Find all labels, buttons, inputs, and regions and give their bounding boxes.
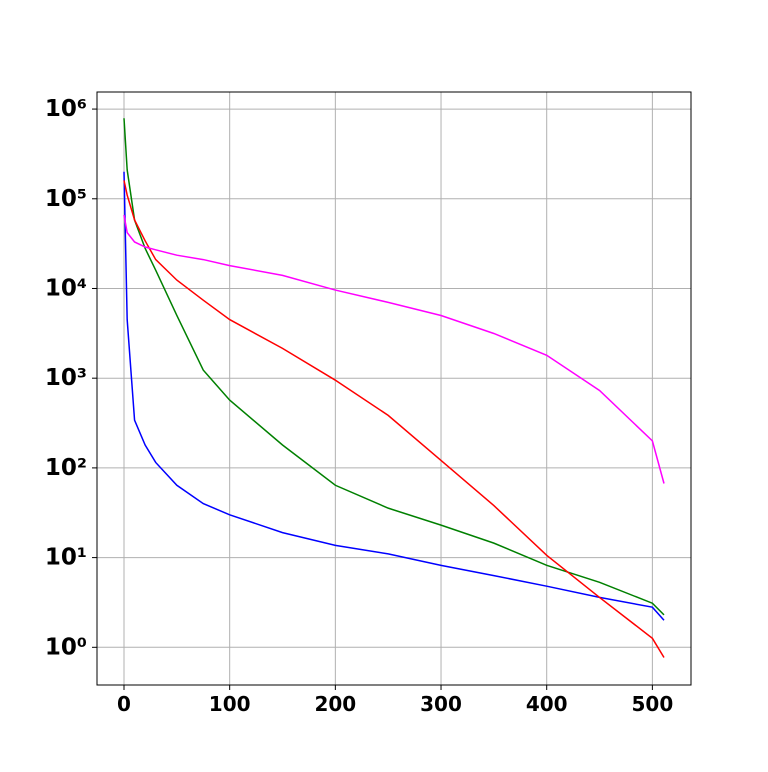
y-tick-label: 10³ <box>45 365 87 391</box>
y-tick-label: 10¹ <box>45 545 87 571</box>
y-tick-label: 10⁶ <box>45 96 87 122</box>
x-tick-label: 100 <box>209 692 251 716</box>
x-tick-label: 300 <box>420 692 462 716</box>
line-series <box>123 118 665 616</box>
y-tick-label: 10² <box>45 455 87 481</box>
x-tick-label: 0 <box>117 692 131 716</box>
line-series <box>123 180 665 658</box>
y-tick-label: 10⁵ <box>45 186 87 212</box>
x-tick-label: 500 <box>632 692 674 716</box>
plot-frame <box>96 91 692 686</box>
x-tick-label: 200 <box>314 692 356 716</box>
y-tick-label: 10⁰ <box>45 634 87 660</box>
y-tick-label: 10⁴ <box>45 275 87 301</box>
x-tick-label: 400 <box>526 692 568 716</box>
line-series <box>123 171 665 621</box>
line-series <box>123 214 665 484</box>
